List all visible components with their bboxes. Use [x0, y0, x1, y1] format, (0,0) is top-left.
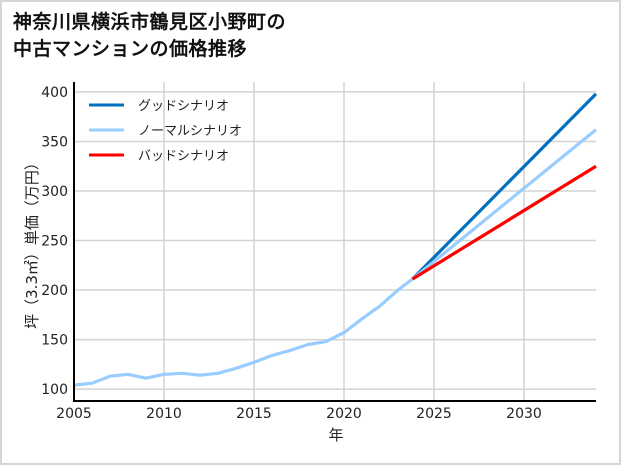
legend-label-2: バッドシナリオ — [138, 149, 229, 164]
x-tick-label: 2010 — [146, 406, 182, 422]
y-tick-label: 100 — [41, 382, 68, 398]
series-line-3 — [411, 164, 597, 281]
y-tick-labels: 100 150 200 250 300 350 400 — [41, 85, 68, 398]
x-tick-labels: 2005 2010 2015 2020 2025 2030 — [56, 406, 542, 422]
x-tick-label: 2030 — [506, 406, 542, 422]
x-tick-label: 2015 — [236, 406, 272, 422]
y-tick-label: 250 — [41, 234, 68, 250]
chart-title-line-1: 神奈川県横浜市鶴見区小野町の — [13, 11, 287, 33]
chart-title-line-2: 中古マンションの価格推移 — [13, 38, 248, 60]
series-line-2 — [411, 128, 598, 281]
series-line-0 — [73, 277, 414, 387]
grid-lines — [73, 82, 596, 401]
x-axis-label: 年 — [328, 426, 343, 444]
data-lines — [73, 92, 598, 387]
y-axis-label: 坪（3.3㎡）単価（万円） — [23, 155, 41, 329]
legend-label-1: ノーマルシナリオ — [138, 124, 242, 139]
legend-label-0: グッドシナリオ — [138, 99, 229, 114]
y-tick-label: 400 — [41, 85, 68, 101]
y-tick-label: 200 — [41, 283, 68, 299]
x-tick-label: 2025 — [416, 406, 452, 422]
y-tick-label: 150 — [41, 333, 68, 349]
axes — [73, 82, 596, 402]
chart-title: 神奈川県横浜市鶴見区小野町の 中古マンションの価格推移 — [13, 9, 286, 63]
series-line-1 — [411, 92, 598, 281]
x-tick-label: 2020 — [326, 406, 362, 422]
y-tick-label: 350 — [41, 134, 68, 150]
x-tick-label: 2005 — [56, 406, 92, 422]
y-tick-label: 300 — [41, 184, 68, 200]
